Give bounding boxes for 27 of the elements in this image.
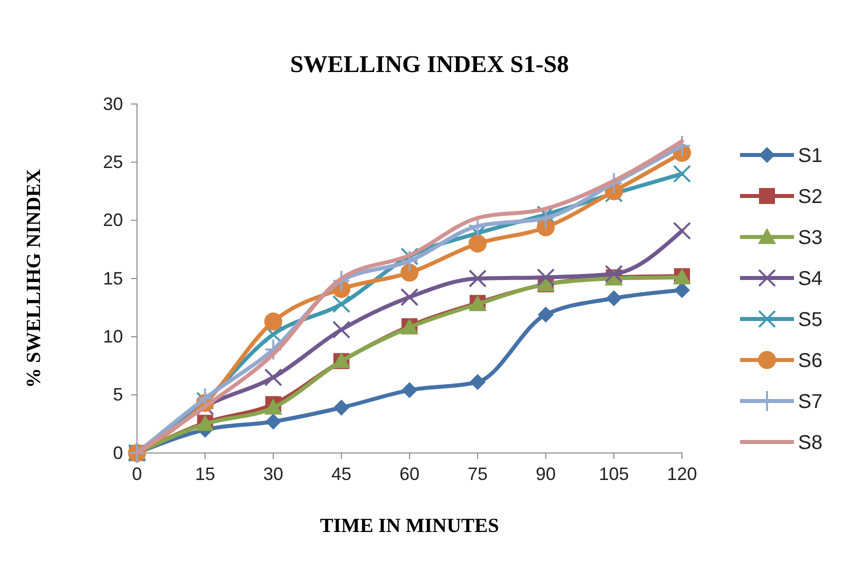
- legend-label: S2: [798, 186, 822, 208]
- x-tick-label: 120: [666, 464, 698, 484]
- y-tick-label: 0: [112, 442, 123, 463]
- x-tick-label: 0: [132, 464, 142, 484]
- y-tick-label: 5: [112, 384, 123, 405]
- legend-label: S7: [798, 391, 822, 413]
- y-tick-label: 30: [102, 94, 123, 114]
- y-tick-label: 10: [102, 326, 123, 346]
- y-tick-label: 25: [102, 152, 123, 172]
- legend-label: S3: [798, 227, 822, 249]
- y-tick-label: 20: [102, 210, 123, 230]
- x-tick-label: 75: [468, 464, 488, 484]
- x-axis-title: TIME IN MINUTES: [320, 515, 499, 537]
- x-tick-label: 60: [399, 464, 420, 484]
- x-tick-label: 90: [536, 464, 556, 484]
- legend-label: S6: [798, 350, 822, 372]
- legend-label: S5: [798, 309, 822, 331]
- x-tick-label: 15: [195, 464, 216, 484]
- x-tick-label: 30: [263, 464, 284, 484]
- x-tick-label: 45: [331, 464, 352, 484]
- y-axis-title: % SWELLIHG NINDEX: [23, 168, 45, 388]
- legend-label: S8: [798, 432, 822, 454]
- legend-label: S4: [798, 268, 822, 290]
- chart-title: SWELLING INDEX S1-S8: [290, 52, 569, 78]
- legend-label: S1: [798, 145, 822, 167]
- x-tick-label: 105: [598, 464, 629, 484]
- y-tick-label: 15: [102, 268, 123, 288]
